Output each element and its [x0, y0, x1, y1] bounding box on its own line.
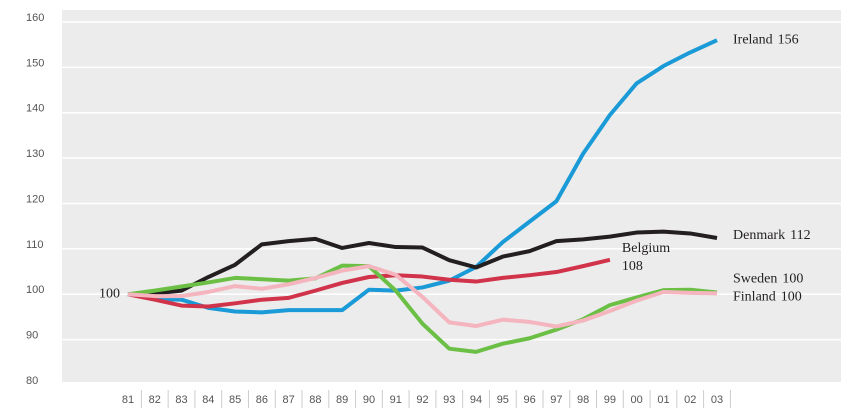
y-tick-label: 140 [26, 103, 44, 115]
x-tick-label: 91 [390, 394, 402, 406]
x-tick-label: 99 [604, 394, 616, 406]
x-tick-label: 94 [470, 394, 482, 406]
value-label: 108 [622, 259, 643, 274]
x-tick-label: 98 [577, 394, 589, 406]
x-tick-label: 92 [416, 394, 428, 406]
value-label: 100 [782, 272, 803, 287]
x-tick-label: 87 [283, 394, 295, 406]
y-tick-label: 90 [26, 330, 38, 342]
x-tick-label: 81 [122, 394, 134, 406]
y-tick-label: 160 [26, 12, 44, 24]
x-tick-label: 00 [631, 394, 643, 406]
series-line [127, 264, 718, 329]
y-tick-label: 150 [26, 57, 44, 69]
series-line [127, 263, 718, 354]
value-label: 100 [99, 286, 120, 301]
x-tick-label: 93 [443, 394, 455, 406]
x-tick-label: 01 [657, 394, 669, 406]
x-tick-label: 03 [711, 394, 723, 406]
y-tick-label: 120 [26, 193, 44, 205]
plot-area [62, 10, 841, 382]
series-line [127, 38, 718, 315]
x-tick-label: 83 [175, 394, 187, 406]
x-tick-label: 97 [550, 394, 562, 406]
x-tick-label: 86 [256, 394, 268, 406]
series-label: Sweden [733, 272, 777, 287]
x-tick-label: 96 [523, 394, 535, 406]
y-tick-label: 100 [26, 284, 44, 296]
y-tick-label: 80 [26, 375, 38, 387]
series-label: Ireland [733, 32, 773, 47]
x-tick-label: 88 [309, 394, 321, 406]
series-label: Belgium [622, 241, 670, 256]
value-label: 156 [778, 32, 799, 47]
x-tick-label: 95 [497, 394, 509, 406]
series-line [127, 257, 611, 309]
x-tick-label: 90 [363, 394, 375, 406]
x-tick-label: 85 [229, 394, 241, 406]
series-label: Denmark [733, 228, 785, 243]
y-tick-label: 130 [26, 148, 44, 160]
value-label: 100 [781, 290, 802, 305]
series-line [127, 229, 718, 297]
x-tick-label: 82 [149, 394, 161, 406]
x-tick-label: 02 [684, 394, 696, 406]
x-tick-label: 84 [202, 394, 214, 406]
value-label: 112 [790, 228, 810, 243]
series-label: Finland [733, 290, 776, 305]
x-tick-label: 89 [336, 394, 348, 406]
y-tick-label: 110 [26, 239, 44, 251]
